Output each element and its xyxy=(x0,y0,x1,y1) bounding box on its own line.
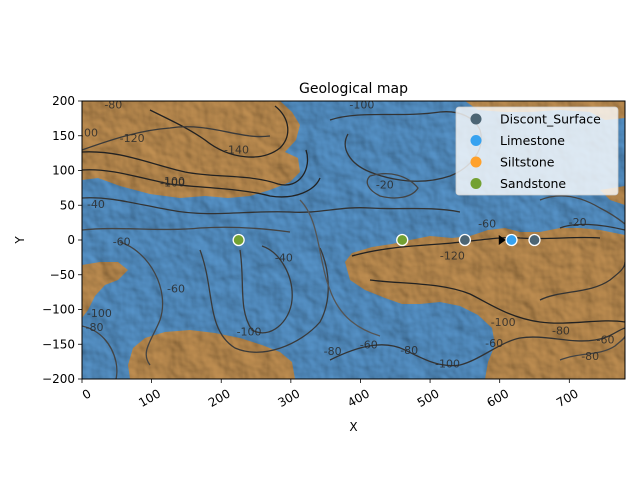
contour-label: -100 xyxy=(73,126,98,139)
contour-line xyxy=(82,226,291,233)
sandstone-region-southwest xyxy=(128,330,295,379)
discont-surface-point xyxy=(528,233,541,247)
contour-label: -40 xyxy=(275,251,293,264)
contour-label: -80 xyxy=(104,98,122,111)
contour-label: -20 xyxy=(376,178,394,191)
contour-label: -120 xyxy=(120,132,145,145)
sandstone-region-nw-lobe xyxy=(82,101,130,135)
x-tick-label: 100 xyxy=(136,386,163,410)
x-tick-label: 300 xyxy=(276,386,303,410)
contour-line xyxy=(539,195,625,225)
sandstone-region-west xyxy=(82,262,128,318)
contour-label: -80 xyxy=(86,321,104,334)
contour-label: -100 xyxy=(491,316,516,329)
contour-label: -100 xyxy=(160,175,185,188)
y-axis-label: Y xyxy=(13,236,27,245)
x-axis: 0 100 200 300 400 500 600 700 xyxy=(80,379,581,410)
contour-label: -80 xyxy=(581,350,599,363)
y-axis: 200 150 100 50 0 −50 −100 −150 −200 xyxy=(42,94,82,386)
y-tick-label: 100 xyxy=(52,164,75,178)
contour-line xyxy=(539,261,625,301)
contour-label: -60 xyxy=(485,337,503,350)
discont-surface-point xyxy=(458,233,472,247)
orientation-marker xyxy=(498,235,506,245)
contour-line xyxy=(82,149,309,186)
y-tick-label: 150 xyxy=(52,129,75,143)
contour-label: -20 xyxy=(569,216,587,229)
contour-label: -60 xyxy=(167,283,185,296)
contour-labels: -80-100 -120-140-100-40-60-60-100-80-40-1… xyxy=(73,98,615,371)
legend-marker xyxy=(470,113,482,125)
contour-label: -80 xyxy=(324,345,342,358)
sandstone-point xyxy=(232,233,245,247)
contour-lines xyxy=(82,105,625,379)
contour-line xyxy=(82,169,321,198)
legend-label: Discont_Surface xyxy=(500,112,601,127)
contour-label: -60 xyxy=(360,338,378,351)
y-tick-label: −100 xyxy=(42,303,75,317)
contour-line xyxy=(239,245,293,334)
legend-frame xyxy=(455,106,619,196)
x-axis-label: X xyxy=(349,420,357,434)
legend-marker xyxy=(470,156,482,168)
contour-line xyxy=(369,279,625,324)
x-tick-label: 400 xyxy=(345,386,372,410)
x-tick-label: 200 xyxy=(206,386,233,410)
contour-label: -80 xyxy=(552,324,570,337)
legend-label: Sandstone xyxy=(500,176,566,191)
contour-line xyxy=(82,126,271,151)
contour-label: -40 xyxy=(87,198,105,211)
contour-line xyxy=(199,247,329,353)
y-tick-label: −50 xyxy=(50,268,75,282)
contour-label: -100 xyxy=(237,326,262,339)
contour-line xyxy=(559,223,625,231)
contour-line xyxy=(299,199,381,337)
x-tick-label: 600 xyxy=(484,386,511,410)
x-tick-label: 700 xyxy=(554,386,581,410)
contour-label: -100 xyxy=(349,98,374,111)
contour-label: -60 xyxy=(113,235,131,248)
contour-line xyxy=(119,241,164,366)
contour-line xyxy=(366,173,419,199)
y-tick-label: −200 xyxy=(42,372,75,386)
sandstone-region-north xyxy=(82,101,300,198)
data-points xyxy=(232,233,541,247)
legend-marker xyxy=(470,135,482,146)
legend-items: Discont_Surface Limestone Siltstone Sandsto… xyxy=(470,112,601,191)
legend-label: Siltstone xyxy=(500,155,555,170)
contour-line xyxy=(351,236,601,257)
contour-label: -80 xyxy=(400,344,418,357)
legend-label: Limestone xyxy=(500,133,565,148)
contour-label: -60 xyxy=(478,217,496,230)
legend-marker xyxy=(470,178,482,189)
contour-label: -60 xyxy=(597,333,615,346)
y-tick-label: 50 xyxy=(60,198,75,212)
contour-line xyxy=(329,327,625,367)
contour-line xyxy=(559,335,625,361)
sandstone-region-east xyxy=(345,228,625,379)
contour-label: -120 xyxy=(440,249,465,262)
limestone-point xyxy=(505,233,518,247)
y-tick-label: 200 xyxy=(52,94,75,108)
legend: Discont_Surface Limestone Siltstone Sandsto… xyxy=(455,106,619,196)
contour-line xyxy=(149,105,289,158)
y-tick-label: 0 xyxy=(67,233,75,247)
sandstone-point xyxy=(396,233,409,247)
x-tick-label: 0 xyxy=(80,386,94,402)
contour-label: -140 xyxy=(224,144,249,157)
contour-line xyxy=(82,197,461,215)
contour-label: -100 xyxy=(435,358,460,371)
contour-label: -100 xyxy=(160,176,185,189)
chart-title: Geological map xyxy=(299,81,408,97)
contour-label: -100 xyxy=(87,307,112,320)
contour-line xyxy=(82,325,118,379)
y-tick-label: −150 xyxy=(42,337,75,351)
x-tick-label: 500 xyxy=(415,386,442,410)
